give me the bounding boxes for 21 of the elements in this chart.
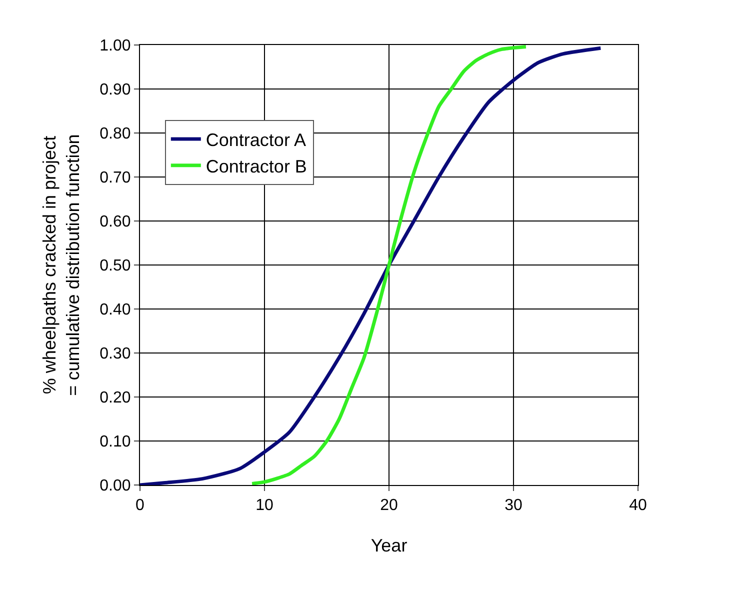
y-tick-label: 0.20 — [100, 390, 131, 407]
y-axis-title: % wheelpaths cracked in project = cumulative distribution function — [39, 134, 83, 396]
y-tick-label: 0.40 — [100, 302, 131, 319]
y-tick-label: 1.00 — [100, 38, 131, 55]
y-tick-label: 0.30 — [100, 346, 131, 363]
y-tick-label: 0.50 — [100, 258, 131, 275]
x-tick-label: 10 — [256, 497, 274, 514]
line-series — [140, 46, 602, 485]
y-tick-label: 0.10 — [100, 434, 131, 451]
y-tick-label: 0.60 — [100, 214, 131, 231]
x-tick-label: 30 — [504, 497, 522, 514]
x-tick-label: 0 — [136, 497, 145, 514]
x-axis-title: Year — [370, 535, 408, 556]
x-tick-label: 20 — [380, 497, 398, 514]
y-tick-label: 0.90 — [100, 82, 131, 99]
y-tick-label: 0.70 — [100, 170, 131, 187]
legend-label: Contractor B — [206, 156, 307, 176]
y-tick-label: 0.00 — [100, 478, 131, 495]
y-tick-label: 0.80 — [100, 126, 131, 143]
legend-label: Contractor A — [206, 130, 306, 150]
x-tick-label: 40 — [629, 497, 647, 514]
